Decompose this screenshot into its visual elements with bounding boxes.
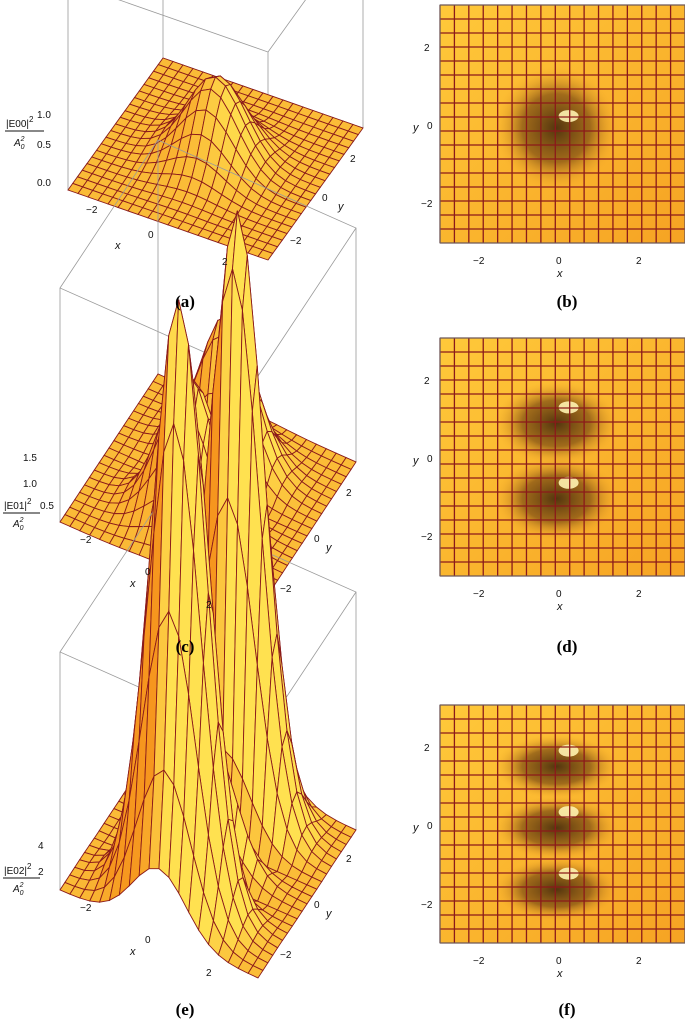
density-lobe [494, 795, 619, 860]
panel-a-3d-surface [67, 0, 364, 261]
z-tick-e-1: 4 [38, 841, 44, 852]
x-label-c: x [129, 578, 136, 590]
x-tick-b-2: 0 [556, 256, 562, 267]
x-label-d: x [556, 601, 563, 613]
x-tick-d-2: 0 [556, 589, 562, 600]
mesh-grid [439, 337, 685, 577]
density-lobe [494, 734, 619, 799]
panel-d-density-plot [439, 337, 685, 577]
y-tick-b-3: −2 [421, 199, 433, 210]
x-tick-f-1: −2 [473, 956, 485, 967]
y-tick-d-3: −2 [421, 532, 433, 543]
y-tick-f-3: −2 [421, 900, 433, 911]
y-tick-d-2: 0 [427, 454, 433, 465]
highlight [558, 806, 579, 819]
y-label-e: y [325, 908, 333, 920]
caption-e: (e) [176, 1000, 195, 1019]
panel-f-density-plot [439, 704, 685, 944]
y-tick-f-2: 0 [427, 821, 433, 832]
z-tick-c-3: 0.5 [40, 501, 54, 512]
y-label-c: y [325, 542, 333, 554]
x-tick-d-1: −2 [473, 589, 485, 600]
x-tick-d-3: 2 [636, 589, 642, 600]
svg-text:|E00|2: |E00|2 [6, 115, 34, 130]
x-label-e: x [129, 946, 136, 958]
x-label-b: x [556, 268, 563, 280]
z-axis-label-e: |E02|2 A02 [3, 862, 40, 897]
z-tick-c-2: 1.0 [23, 479, 37, 490]
y-tick-e-1: 2 [346, 854, 352, 865]
svg-text:A02: A02 [13, 136, 25, 151]
x-label-a: x [114, 240, 121, 252]
caption-b: (b) [557, 292, 578, 311]
x-tick-f-3: 2 [636, 956, 642, 967]
z-axis-label-a: |E00|2 A02 [5, 115, 44, 151]
x-tick-c-3: 2 [206, 600, 212, 611]
y-label-a: y [337, 201, 345, 213]
x-tick-a-2: 0 [148, 230, 154, 241]
density-lobe [494, 65, 619, 190]
x-tick-f-2: 0 [556, 956, 562, 967]
z-tick-a-2: 0.5 [37, 140, 51, 151]
z-tick-e-2: 2 [38, 867, 44, 878]
density-lobe [494, 857, 619, 922]
surface [67, 57, 364, 261]
svg-text:A02: A02 [12, 517, 24, 532]
y-tick-e-2: 0 [314, 900, 320, 911]
density-lobe [494, 456, 619, 541]
caption-c: (c) [176, 637, 195, 656]
svg-text:A02: A02 [12, 882, 24, 897]
x-tick-c-1: −2 [80, 535, 92, 546]
caption-d: (d) [557, 637, 578, 656]
y-tick-b-1: 2 [424, 43, 430, 54]
x-tick-e-2: 0 [145, 935, 151, 946]
x-tick-a-3: 2 [222, 257, 228, 268]
x-tick-e-3: 2 [206, 968, 212, 979]
y-tick-c-2: 0 [314, 534, 320, 545]
surface [59, 210, 357, 979]
x-tick-c-2: 0 [145, 567, 151, 578]
svg-text:|E02|2: |E02|2 [4, 862, 32, 877]
frame [439, 337, 685, 577]
y-tick-a-2: 0 [322, 193, 328, 204]
y-tick-c-1: 2 [346, 488, 352, 499]
svg-text:|E01|2: |E01|2 [4, 497, 32, 512]
y-tick-f-1: 2 [424, 743, 430, 754]
z-tick-c-1: 1.5 [23, 453, 37, 464]
z-axis-label-c: |E01|2 A02 [3, 497, 40, 532]
y-label-b: y [412, 122, 420, 134]
highlight [558, 476, 579, 489]
caption-a: (a) [175, 292, 195, 311]
y-tick-d-1: 2 [424, 376, 430, 387]
panel-b-density-plot [439, 4, 685, 244]
highlight [558, 110, 579, 123]
x-tick-e-1: −2 [80, 903, 92, 914]
x-label-f: x [556, 968, 563, 980]
y-label-d: y [412, 455, 420, 467]
frame [439, 704, 685, 944]
x-tick-a-1: −2 [86, 205, 98, 216]
y-tick-c-3: −2 [280, 584, 292, 595]
z-tick-a-1: 1.0 [37, 110, 51, 121]
x-tick-b-3: 2 [636, 256, 642, 267]
density-lobe [494, 381, 619, 466]
y-tick-b-2: 0 [427, 121, 433, 132]
x-tick-b-1: −2 [473, 256, 485, 267]
panel-e-3d-surface [59, 210, 357, 979]
y-tick-a-1: 2 [350, 154, 356, 165]
z-tick-a-3: 0.0 [37, 178, 51, 189]
y-tick-e-3: −2 [280, 950, 292, 961]
y-label-f: y [412, 822, 420, 834]
y-tick-a-3: −2 [290, 236, 302, 247]
caption-f: (f) [559, 1000, 576, 1019]
frame [439, 4, 685, 244]
